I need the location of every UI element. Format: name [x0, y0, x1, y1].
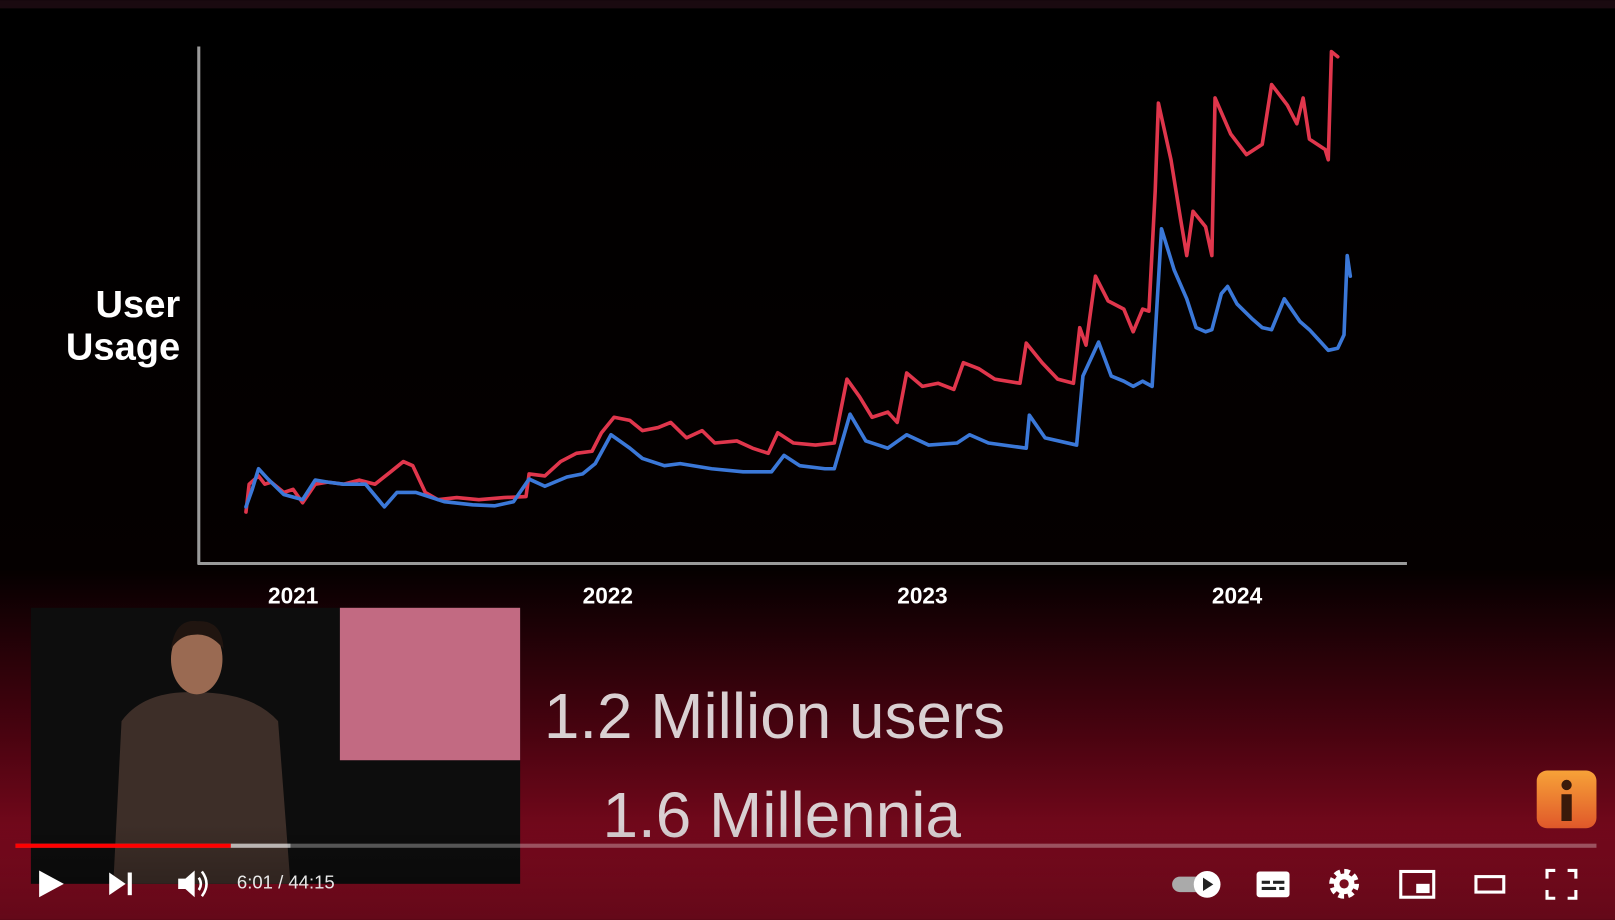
- miniplayer-frame: [1399, 869, 1436, 899]
- volume-button[interactable]: [178, 870, 208, 898]
- autoplay-toggle[interactable]: [1172, 870, 1221, 898]
- pink-screen: [339, 607, 521, 761]
- next-button[interactable]: [109, 872, 132, 896]
- top-strip: [0, 0, 1615, 9]
- miniplayer-button[interactable]: [1399, 869, 1436, 899]
- speaker-head: [170, 624, 223, 695]
- captions-icon: [1256, 871, 1290, 898]
- channel-logo: [1536, 770, 1597, 829]
- captions-line: [1261, 886, 1277, 891]
- sound-waves: [197, 870, 208, 897]
- captions-line: [1279, 886, 1285, 891]
- x-tick-label: 2023: [897, 582, 947, 608]
- progress-bar[interactable]: [15, 843, 1597, 848]
- x-tick-label: 2024: [1212, 582, 1263, 608]
- settings-button[interactable]: [1329, 868, 1360, 899]
- gear-hole: [1339, 879, 1349, 889]
- fullscreen-button[interactable]: [1545, 868, 1578, 900]
- play-button[interactable]: [39, 870, 64, 898]
- toggle-play: [1203, 877, 1214, 892]
- series-line: [244, 49, 1340, 514]
- progress-played: [15, 843, 231, 848]
- miniplayer-inner: [1416, 883, 1430, 894]
- logo-dot: [1561, 779, 1572, 791]
- captions-line: [1261, 880, 1270, 884]
- slide-text: 1.2 Million users: [544, 680, 1005, 752]
- time-display: 6:01 / 44:15: [237, 872, 335, 893]
- captions-line: [1273, 880, 1285, 884]
- x-tick-label: 2022: [583, 582, 633, 608]
- gear-teeth: [1329, 868, 1360, 899]
- captions-button[interactable]: [1256, 871, 1290, 898]
- theater-button[interactable]: [1474, 875, 1506, 894]
- next-bar: [127, 872, 132, 896]
- next-icon: [109, 872, 126, 896]
- progress-buffer: [230, 843, 291, 848]
- speaker-icon: [178, 870, 195, 898]
- series-line: [244, 226, 1353, 509]
- y-label: User: [96, 284, 181, 326]
- progress-track: [15, 843, 1597, 848]
- logo-stem: [1561, 794, 1572, 822]
- y-label: Usage: [66, 326, 180, 368]
- speaker-hair: [170, 620, 224, 650]
- chart: User Usage 2021 2022 2023 2024: [66, 46, 1407, 608]
- x-tick-label: 2021: [268, 582, 318, 608]
